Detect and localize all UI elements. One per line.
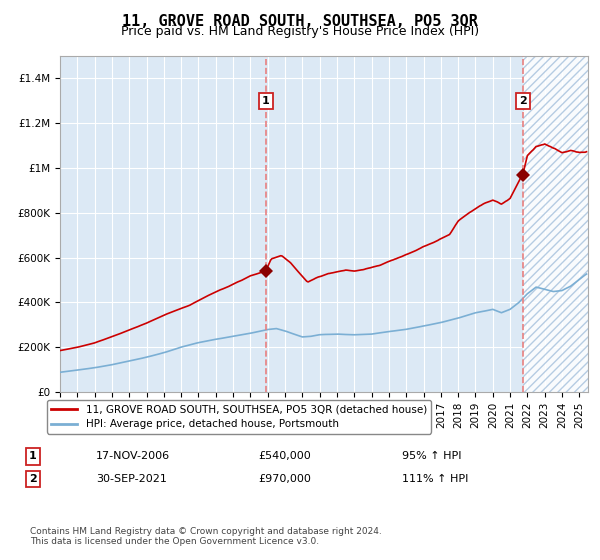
Text: Contains HM Land Registry data © Crown copyright and database right 2024.
This d: Contains HM Land Registry data © Crown c…	[30, 526, 382, 546]
Text: 2: 2	[29, 474, 37, 484]
Text: 1: 1	[262, 96, 269, 106]
Text: 11, GROVE ROAD SOUTH, SOUTHSEA, PO5 3QR: 11, GROVE ROAD SOUTH, SOUTHSEA, PO5 3QR	[122, 14, 478, 29]
Text: 2: 2	[519, 96, 527, 106]
Text: £540,000: £540,000	[258, 451, 311, 461]
Text: 17-NOV-2006: 17-NOV-2006	[96, 451, 170, 461]
Bar	[523, 56, 588, 392]
Text: £970,000: £970,000	[258, 474, 311, 484]
Text: 30-SEP-2021: 30-SEP-2021	[96, 474, 167, 484]
Text: 1: 1	[29, 451, 37, 461]
Text: Price paid vs. HM Land Registry's House Price Index (HPI): Price paid vs. HM Land Registry's House …	[121, 25, 479, 38]
Legend: 11, GROVE ROAD SOUTH, SOUTHSEA, PO5 3QR (detached house), HPI: Average price, de: 11, GROVE ROAD SOUTH, SOUTHSEA, PO5 3QR …	[47, 400, 431, 433]
Text: 95% ↑ HPI: 95% ↑ HPI	[402, 451, 461, 461]
Text: 111% ↑ HPI: 111% ↑ HPI	[402, 474, 469, 484]
